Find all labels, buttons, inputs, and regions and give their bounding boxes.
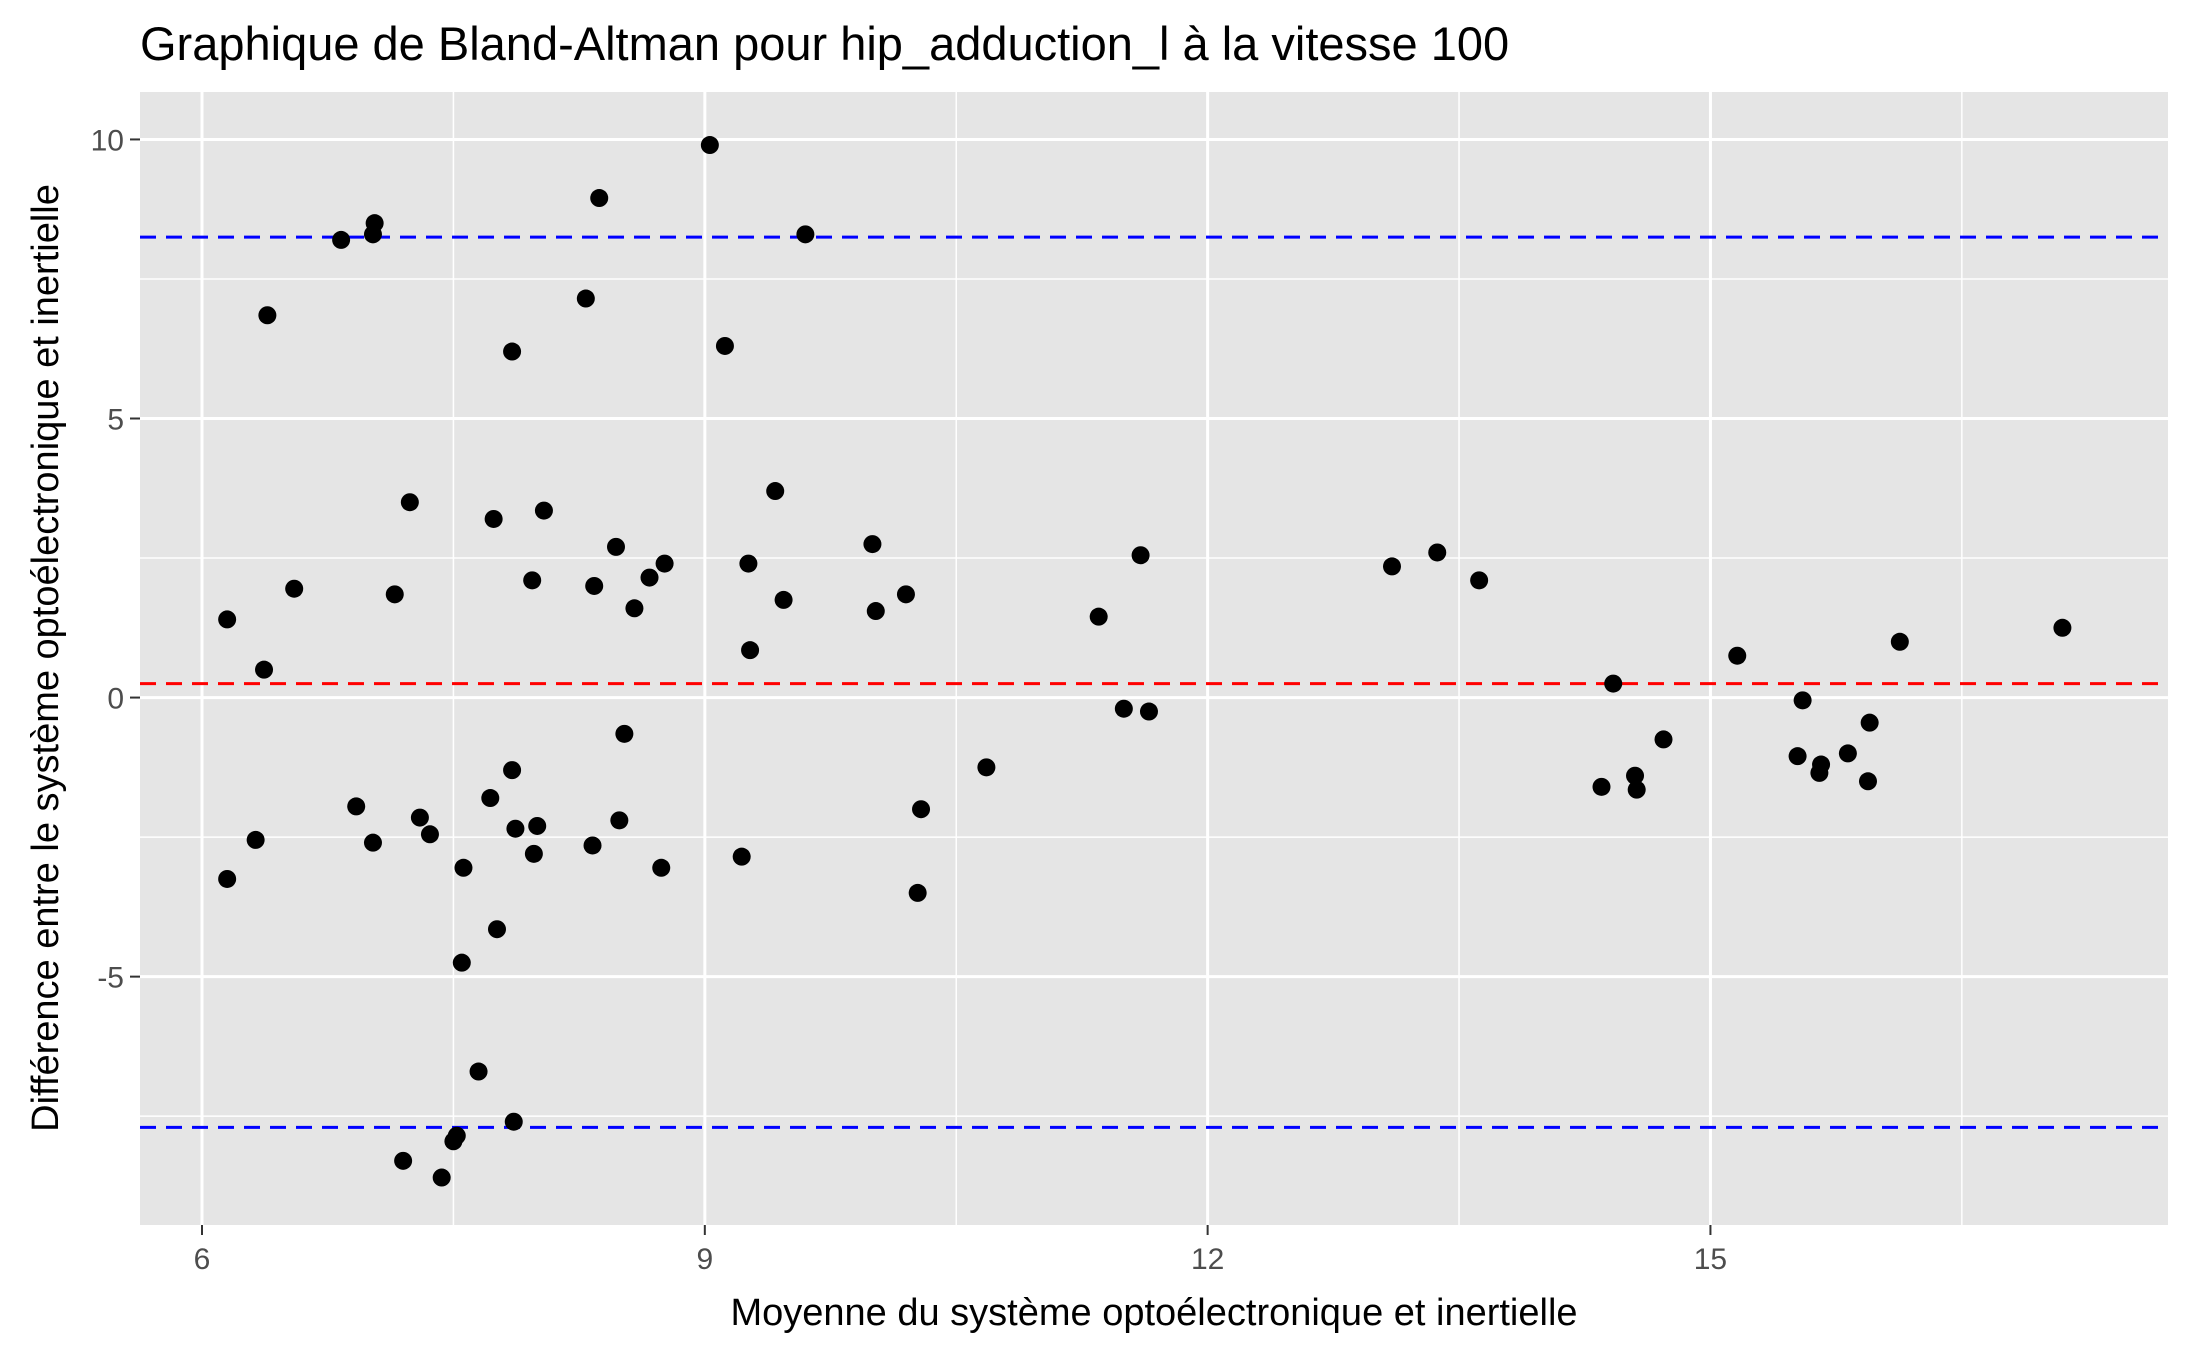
y-tick-label: 10 — [91, 124, 124, 157]
data-point — [1626, 766, 1645, 785]
data-point — [218, 869, 237, 888]
data-point — [528, 816, 547, 835]
data-point — [1627, 780, 1646, 799]
data-point — [447, 1126, 466, 1145]
x-tick-label: 12 — [1191, 1243, 1224, 1276]
data-point — [1728, 646, 1747, 665]
data-point — [700, 136, 719, 155]
data-point — [481, 789, 500, 808]
data-point — [1890, 632, 1909, 651]
plot-panel — [140, 92, 2168, 1225]
data-point — [583, 836, 602, 855]
data-point — [503, 761, 522, 780]
data-point — [640, 568, 659, 587]
data-point — [732, 847, 751, 866]
y-axis-ticks: -5 0 5 10 — [91, 124, 140, 995]
data-point — [1858, 772, 1877, 791]
data-point — [576, 289, 595, 308]
data-point — [410, 808, 429, 827]
data-point — [258, 306, 277, 325]
x-tick-label: 9 — [696, 1243, 713, 1276]
data-point — [452, 953, 471, 972]
data-point — [625, 599, 644, 618]
x-tick-label: 15 — [1694, 1243, 1727, 1276]
data-point — [454, 858, 473, 877]
data-point — [347, 797, 366, 816]
y-tick-label: -5 — [97, 962, 124, 995]
data-point — [506, 819, 525, 838]
data-point — [523, 571, 542, 590]
data-point — [255, 660, 274, 679]
data-point — [332, 230, 351, 249]
data-point — [652, 858, 671, 877]
data-point — [385, 585, 404, 604]
data-point — [585, 576, 604, 595]
data-point — [487, 920, 506, 939]
x-axis-label: Moyenne du système optoélectronique et i… — [730, 1292, 1577, 1334]
data-point — [1654, 730, 1673, 749]
data-point — [1382, 557, 1401, 576]
data-point — [863, 535, 882, 554]
data-point — [615, 724, 634, 743]
data-point — [246, 830, 265, 849]
chart-title: Graphique de Bland-Altman pour hip_adduc… — [140, 17, 1509, 70]
data-point — [1838, 744, 1857, 763]
data-point — [766, 482, 785, 501]
x-tick-label: 6 — [194, 1243, 211, 1276]
data-point — [1114, 699, 1133, 718]
data-point — [469, 1062, 488, 1081]
x-axis-ticks: 6 9 12 15 — [194, 1225, 1727, 1276]
data-point — [1860, 713, 1879, 732]
data-point — [908, 883, 927, 902]
data-point — [715, 336, 734, 355]
data-point — [484, 509, 503, 528]
data-point — [363, 833, 382, 852]
y-tick-label: 5 — [107, 404, 124, 437]
data-point — [400, 493, 419, 512]
reference-lines — [140, 235, 2168, 1129]
data-point — [432, 1168, 451, 1187]
data-point — [796, 225, 815, 244]
data-point — [420, 825, 439, 844]
minor-gridlines — [140, 92, 2168, 1225]
data-point — [1428, 543, 1447, 562]
data-point — [1089, 607, 1108, 626]
data-point — [1470, 571, 1489, 590]
data-point — [1812, 755, 1831, 774]
y-tick-label: 0 — [107, 683, 124, 716]
y-axis-label: Différence entre le système optoélectron… — [25, 184, 67, 1132]
data-point — [1139, 702, 1158, 721]
data-point — [774, 590, 793, 609]
data-point — [1788, 747, 1807, 766]
data-point — [534, 501, 553, 520]
data-point — [365, 214, 384, 233]
data-point — [2053, 618, 2072, 637]
data-point — [606, 537, 625, 556]
data-point — [912, 800, 931, 819]
data-point — [524, 844, 543, 863]
data-point — [741, 641, 760, 660]
data-point — [866, 602, 885, 621]
data-point — [590, 189, 609, 208]
data-point — [218, 610, 237, 629]
data-point — [504, 1112, 523, 1131]
data-point — [1604, 674, 1623, 693]
major-gridlines — [140, 92, 2168, 1225]
data-point — [655, 554, 674, 573]
data-point — [503, 342, 522, 361]
data-point — [1131, 546, 1150, 565]
data-point — [285, 579, 304, 598]
data-point — [394, 1151, 413, 1170]
data-point — [896, 585, 915, 604]
data-point — [610, 811, 629, 830]
data-point — [1592, 777, 1611, 796]
data-point — [739, 554, 758, 573]
data-point — [977, 758, 996, 777]
data-points — [218, 136, 2072, 1187]
data-point — [1793, 691, 1812, 710]
